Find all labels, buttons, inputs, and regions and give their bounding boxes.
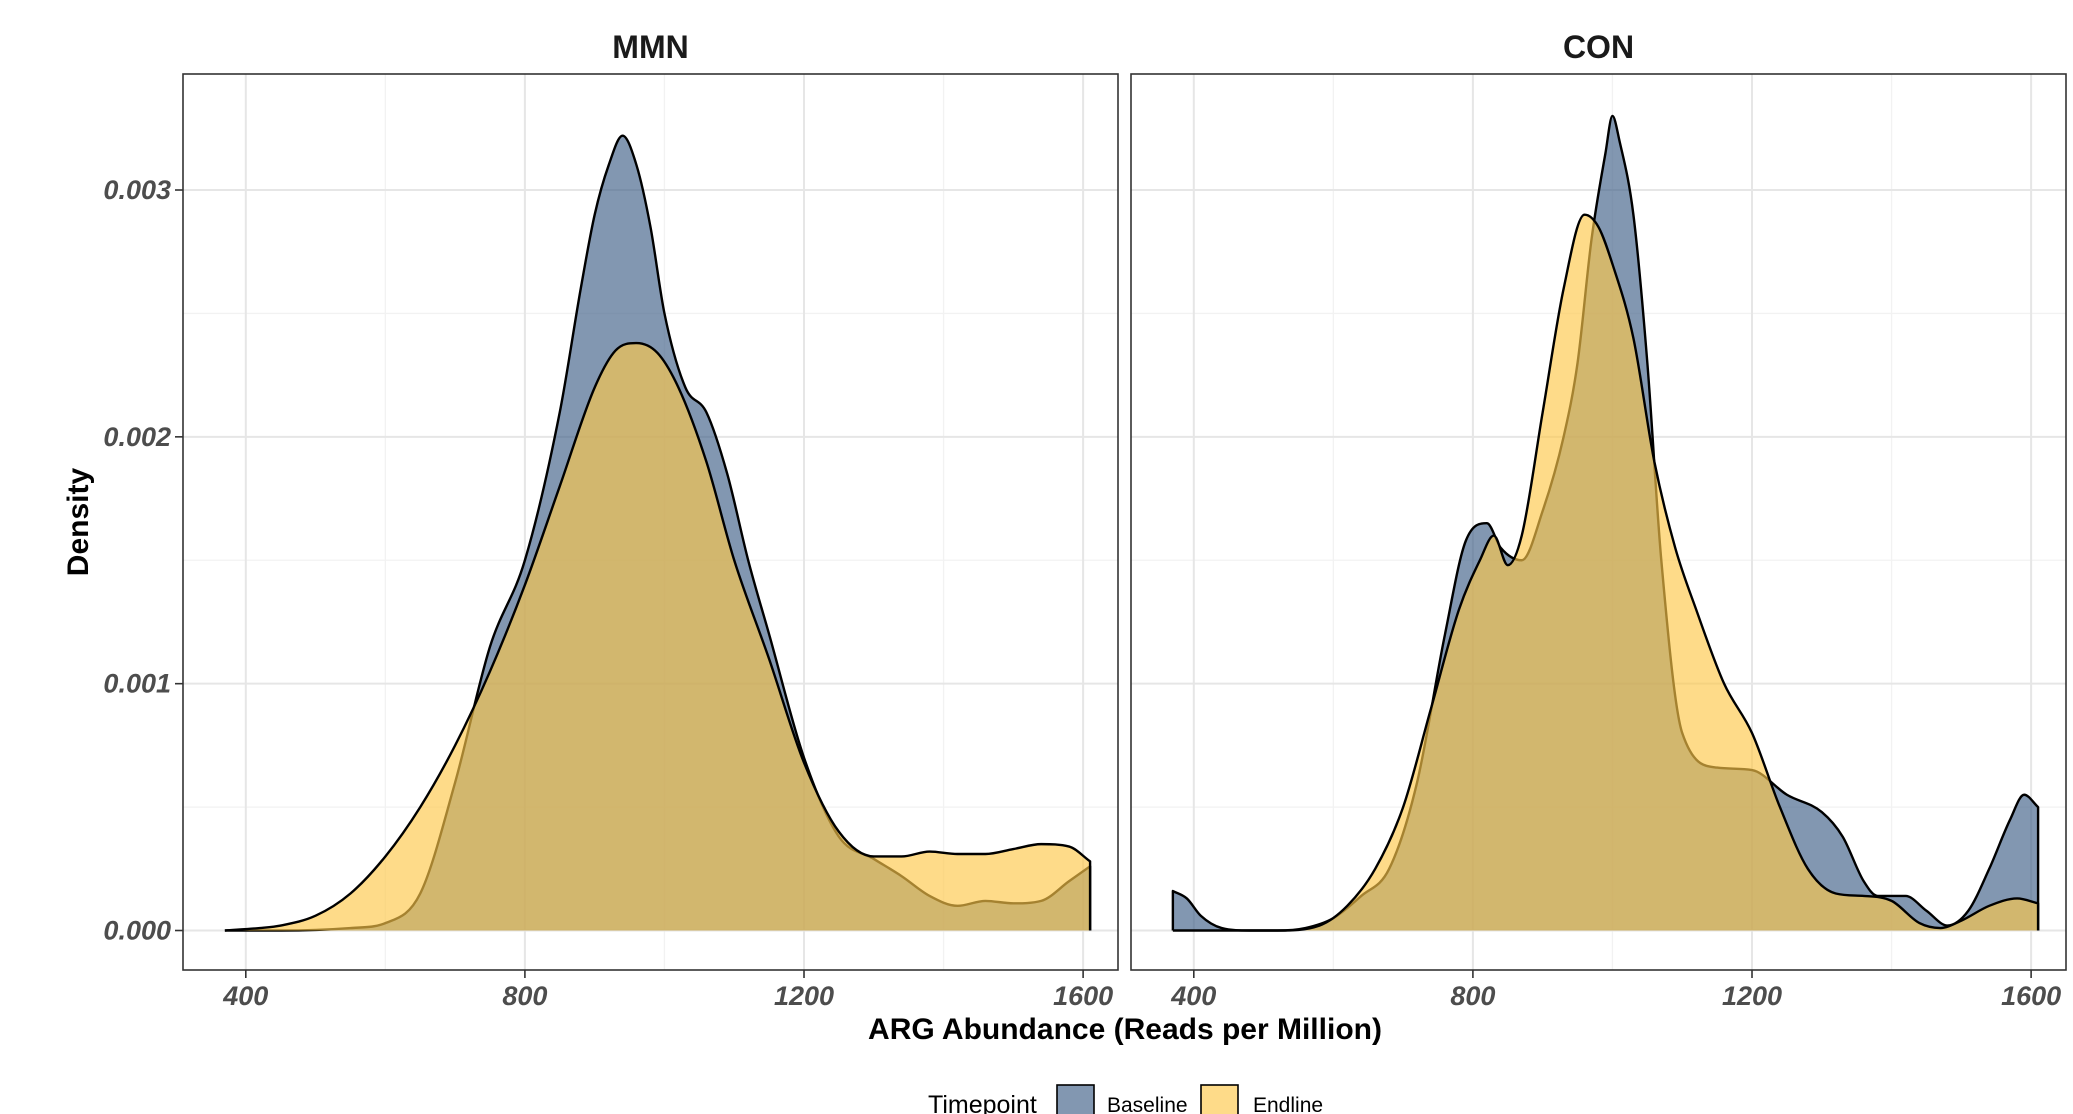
panel-con: CON 400 800 1200 1600	[1130, 29, 2067, 1011]
legend-title: Timepoint	[928, 1091, 1037, 1114]
x-axis: 400 800 1200 1600	[1170, 970, 2061, 1011]
x-tick-label-800: 800	[1450, 981, 1495, 1011]
density-area-endline	[224, 343, 1091, 931]
y-tick-label-0-003: 0.003	[103, 175, 171, 205]
panel-border	[182, 73, 1119, 971]
legend-key-endline	[1200, 1084, 1239, 1114]
y-tick-label-0: 0.000	[103, 916, 171, 946]
density-area-endline	[1172, 214, 2039, 931]
density-line-endline	[1172, 213, 2040, 932]
legend-label-baseline: Baseline	[1107, 1094, 1188, 1114]
panel-title: CON	[1563, 29, 1634, 65]
panel-title: MMN	[612, 29, 688, 65]
legend: Timepoint Baseline Endline	[928, 1084, 1323, 1114]
density-areas	[1171, 114, 2040, 932]
x-tick-label-1600: 1600	[2001, 981, 2061, 1011]
x-tick-label-400: 400	[1170, 981, 1216, 1011]
legend-label-endline: Endline	[1253, 1094, 1323, 1114]
x-tick-label-1600: 1600	[1053, 981, 1113, 1011]
x-axis: 400 800 1200 1600	[222, 970, 1113, 1011]
x-tick-label-1200: 1200	[774, 981, 834, 1011]
x-tick-label-400: 400	[222, 981, 268, 1011]
y-axis-title: Density	[62, 468, 95, 577]
y-tick-label-0-001: 0.001	[103, 669, 171, 699]
x-axis-title: ARG Abundance (Reads per Million)	[868, 1013, 1382, 1046]
density-line-endline	[224, 341, 1092, 932]
legend-key-baseline	[1056, 1084, 1095, 1114]
y-tick-label-0-002: 0.002	[103, 422, 171, 452]
x-tick-label-1200: 1200	[1722, 981, 1782, 1011]
x-tick-label-800: 800	[502, 981, 547, 1011]
density-areas	[224, 134, 1092, 932]
panel-border	[1130, 73, 2067, 971]
panel-mmn: MMN 400 800 1200 1600	[182, 29, 1119, 1011]
y-axis: 0.000 0.001 0.002 0.003	[103, 175, 183, 946]
